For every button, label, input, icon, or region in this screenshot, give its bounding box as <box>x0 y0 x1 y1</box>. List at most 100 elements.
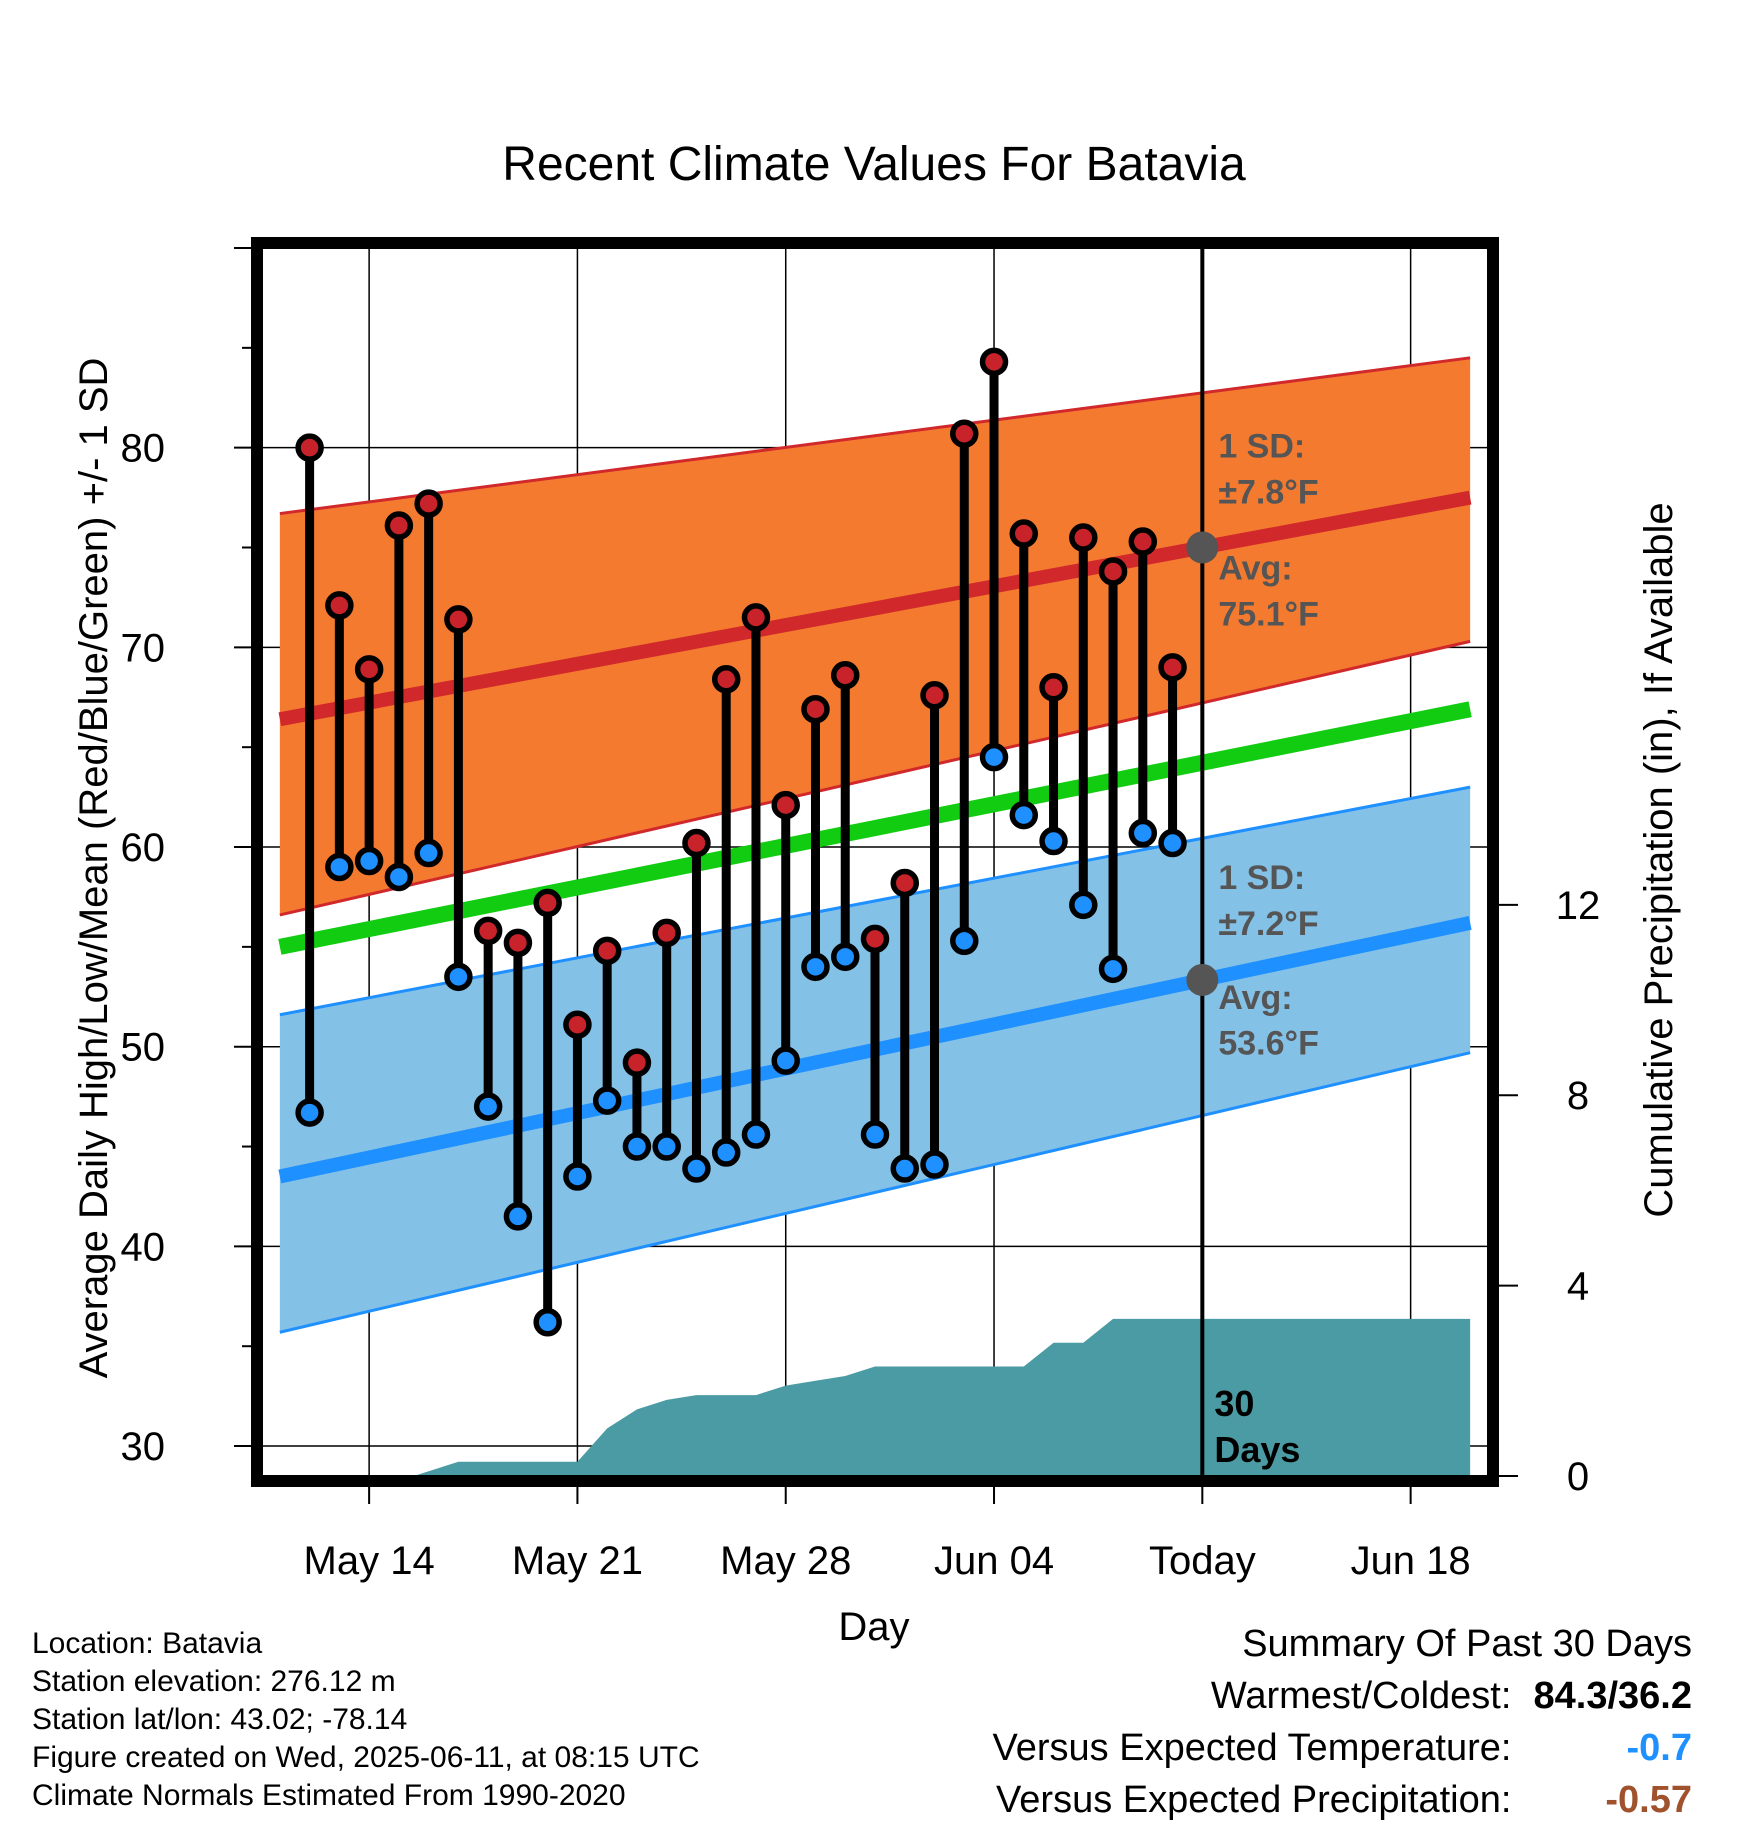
observed-high-point <box>503 928 533 958</box>
y2-tick-label: 4 <box>1567 1265 1589 1309</box>
high-avg-line <box>278 490 1472 727</box>
observed-low-point <box>384 862 414 892</box>
observed-low-point <box>622 1132 652 1161</box>
observed-high-point <box>801 694 830 724</box>
observed-high-point <box>890 868 920 898</box>
observed-low-point <box>711 1138 741 1167</box>
observed-low-point <box>741 1120 771 1149</box>
today-low-avg-marker <box>1186 963 1219 996</box>
today-high-avg-marker <box>1186 531 1219 564</box>
observed-low-point <box>950 926 979 956</box>
observed-high-point <box>830 661 860 690</box>
station-info: Location: Batavia Station elevation: 276… <box>32 1625 700 1815</box>
observed-low-point <box>1039 826 1068 856</box>
plot-area: 1 SD: ±7.8°F Avg: 75.1°F 1 SD: ±7.2°F Avg: 53.6… <box>121 237 1601 1583</box>
low-sd-value: ±7.2°F <box>1218 905 1318 943</box>
observed-low-point <box>920 1150 949 1179</box>
observed-high-point <box>1098 557 1128 586</box>
x-tick-label: Jun 18 <box>1351 1539 1471 1583</box>
observed-high-point <box>1039 673 1068 702</box>
observed-low-point <box>1128 818 1158 848</box>
observed-low-point <box>325 852 354 882</box>
x-tick-label: May 14 <box>304 1539 435 1583</box>
summary-panel: Summary Of Past 30 Days Warmest/Coldest:… <box>993 1618 1692 1826</box>
high-avg-label: Avg: <box>1218 549 1292 587</box>
high-sd-band <box>279 357 1471 915</box>
observed-low-point <box>354 846 384 876</box>
observed-high-point <box>771 790 800 820</box>
warmest-label: Warmest/Coldest: <box>1210 1675 1512 1717</box>
observed-high-point <box>1128 527 1158 556</box>
observed-high-point <box>444 605 473 634</box>
observed-high-point <box>652 918 681 948</box>
x-tick-label: Today <box>1149 1539 1256 1583</box>
observed-high-point <box>295 433 324 462</box>
y-tick-label: 30 <box>121 1425 166 1469</box>
observed-high-point <box>920 681 949 710</box>
observed-low-point <box>652 1132 681 1161</box>
y-tick-label: 80 <box>121 427 166 471</box>
observed-high-point <box>563 1010 592 1039</box>
observed-low-point <box>563 1162 592 1191</box>
observed-high-point <box>950 419 979 448</box>
observed-low-point <box>1158 828 1187 858</box>
x-tick-label: May 28 <box>720 1539 851 1583</box>
observed-low-point <box>890 1154 920 1183</box>
x-tick-label: May 21 <box>512 1539 643 1583</box>
observed-high-point <box>979 347 1009 377</box>
y-tick-label: 60 <box>121 826 166 870</box>
warmest-row: Warmest/Coldest: 84.3/36.2 <box>993 1670 1692 1722</box>
y2-tick-label: 12 <box>1556 884 1601 928</box>
observed-low-point <box>1069 890 1098 920</box>
low-sd-label: 1 SD: <box>1218 859 1305 897</box>
warmest-value: 84.3/36.2 <box>1533 1675 1692 1717</box>
observed-low-point <box>682 1154 711 1183</box>
days-label-number: 30 <box>1214 1383 1254 1424</box>
x-tick-label: Jun 04 <box>934 1539 1054 1583</box>
summary-title: Summary Of Past 30 Days <box>1242 1623 1692 1665</box>
low-sd-upper-line <box>279 785 1471 1017</box>
plot-content <box>262 248 1488 1476</box>
low-avg-value: 53.6°F <box>1218 1025 1319 1063</box>
observed-high-point <box>1009 519 1039 548</box>
elevation-text: Station elevation: 276.12 m <box>32 1665 396 1698</box>
observed-low-point <box>503 1202 533 1231</box>
observed-high-point <box>860 924 890 954</box>
observed-high-point <box>414 489 443 518</box>
y-axis-label: Average Daily High/Low/Mean (Red/Blue/Gr… <box>72 358 116 1379</box>
observed-low-point <box>860 1120 890 1149</box>
location-text: Location: Batavia <box>32 1627 263 1660</box>
observed-low-point <box>830 942 860 972</box>
observed-high-point <box>384 511 414 540</box>
high-sd-label: 1 SD: <box>1218 428 1305 466</box>
observed-high-point <box>354 655 384 684</box>
observed-high-point <box>711 665 741 694</box>
observed-high-point <box>1158 653 1187 682</box>
latlon-text: Station lat/lon: 43.02; -78.14 <box>32 1703 408 1736</box>
observed-low-point <box>1009 800 1039 830</box>
observed-high-point <box>682 828 711 858</box>
observed-low-point <box>473 1092 503 1121</box>
observed-high-point <box>473 916 503 946</box>
observed-low-point <box>801 952 830 982</box>
low-avg-label: Avg: <box>1218 979 1292 1017</box>
high-sd-value: ±7.8°F <box>1218 474 1318 512</box>
observed-low-point <box>771 1046 800 1075</box>
y2-tick-label: 8 <box>1567 1074 1589 1118</box>
observed-low-point <box>295 1098 324 1127</box>
observed-high-point <box>741 603 771 632</box>
x-axis-label: Day <box>838 1605 909 1649</box>
low-sd-lower-line <box>279 1051 1471 1334</box>
y2-axis-label: Cumulative Precipitation (in), If Availa… <box>1637 502 1681 1217</box>
observed-low-point <box>979 742 1009 772</box>
observed-low-point <box>444 962 473 992</box>
temp-label: Versus Expected Temperature: <box>992 1727 1512 1769</box>
observed-low-point <box>1098 954 1128 984</box>
precip-value: -0.57 <box>1605 1779 1692 1821</box>
observed-high-point <box>592 936 622 966</box>
plot-frame <box>251 237 1499 1487</box>
days-label-word: Days <box>1214 1429 1300 1470</box>
observed-low-point <box>533 1308 562 1337</box>
temp-row: Versus Expected Temperature: -0.7 <box>993 1722 1692 1774</box>
